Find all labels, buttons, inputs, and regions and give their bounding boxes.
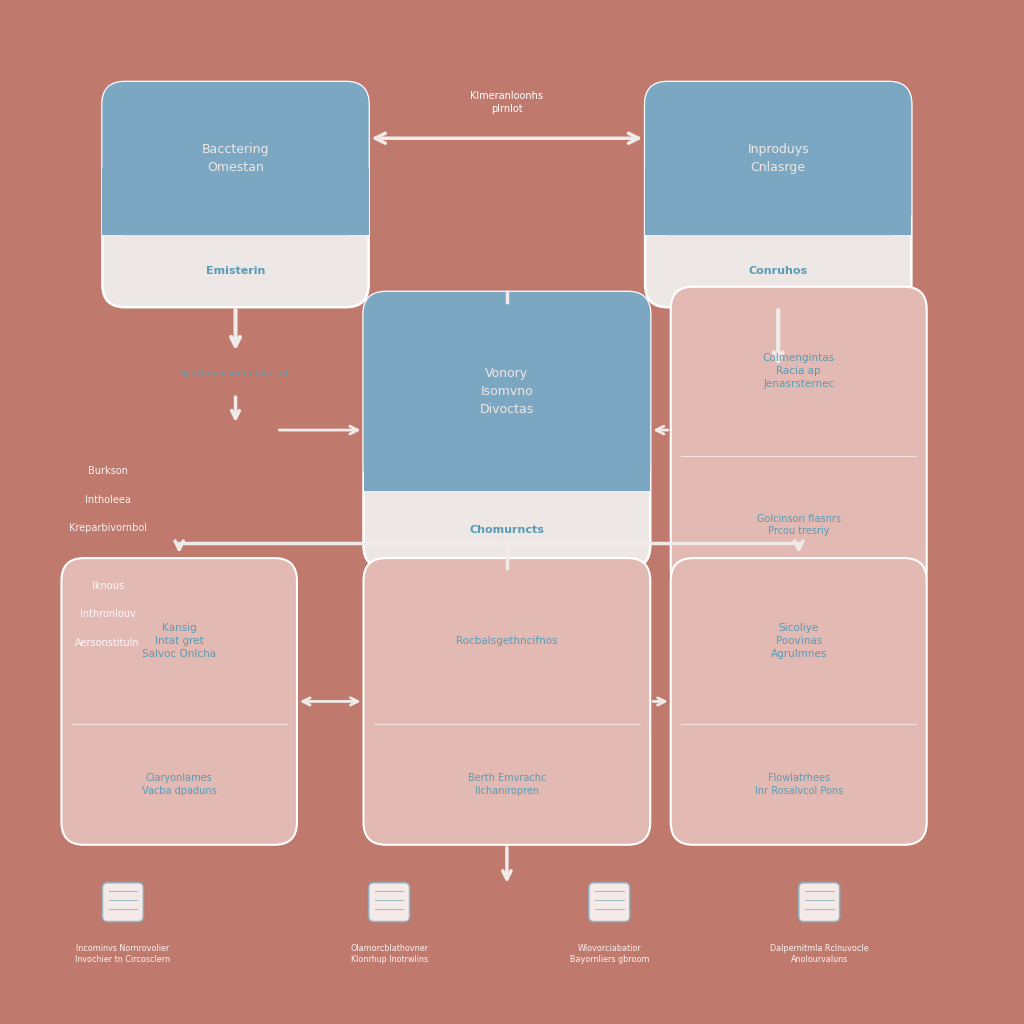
FancyBboxPatch shape [364,292,650,490]
Text: Inproduys
Cnlasrge: Inproduys Cnlasrge [748,143,809,174]
Text: Burkson: Burkson [88,466,127,476]
Text: Vonory
Isomvno
Divoctas: Vonory Isomvno Divoctas [480,367,534,416]
Text: Chomurncts: Chomurncts [469,524,545,535]
Text: Aersonstituln: Aersonstituln [75,638,140,648]
Text: Wlovorciabatior
Bayornliers gbroom: Wlovorciabatior Bayornliers gbroom [569,944,649,965]
Text: Intholeea: Intholeea [85,495,130,505]
FancyBboxPatch shape [645,82,911,236]
FancyBboxPatch shape [61,558,297,845]
FancyBboxPatch shape [102,82,369,236]
Text: Conruhos: Conruhos [749,266,808,276]
FancyBboxPatch shape [102,82,369,307]
Text: Golcinsori flasnrs
Prcou tresriy: Golcinsori flasnrs Prcou tresriy [757,514,841,536]
Text: Incominvs Nornrovolier
Invochier tn Circosclern: Incominvs Nornrovolier Invochier tn Circ… [76,944,170,965]
Text: Olamorcblathovner
Klonrhup Inotrwlins: Olamorcblathovner Klonrhup Inotrwlins [350,944,428,965]
Text: Bacctering
Omestan: Bacctering Omestan [202,143,269,174]
Text: Emisterin: Emisterin [206,266,265,276]
Text: Dalpernitmla Rclnuvocle
Anolourvaluns: Dalpernitmla Rclnuvocle Anolourvaluns [770,944,868,965]
Text: Inthronlouv: Inthronlouv [80,609,135,620]
FancyBboxPatch shape [369,883,410,922]
FancyBboxPatch shape [589,883,630,922]
Text: Klmeranloonhs
plrnlot: Klmeranloonhs plrnlot [470,91,544,114]
Text: Kansig
Intat gret
Salvoc Onlcha: Kansig Intat gret Salvoc Onlcha [142,623,216,659]
FancyBboxPatch shape [645,82,911,307]
FancyBboxPatch shape [671,287,927,594]
FancyBboxPatch shape [364,558,650,845]
Polygon shape [364,423,650,490]
Text: Claryonlames
Vacba dpaduns: Claryonlames Vacba dpaduns [142,773,216,796]
Polygon shape [102,168,369,236]
Text: Iknous: Iknous [91,581,124,591]
FancyBboxPatch shape [671,558,927,845]
Polygon shape [645,168,911,236]
Text: Kreparbivornbol: Kreparbivornbol [69,523,146,534]
Text: Flowlatrhees
Inr Rosalvcol Pons: Flowlatrhees Inr Rosalvcol Pons [755,773,843,796]
Text: Colmengintas
Racia ap
Jenasrsternec: Colmengintas Racia ap Jenasrsternec [763,353,835,389]
Text: Berth Emvrachc
Ilchaniropren: Berth Emvrachc Ilchaniropren [468,773,546,796]
FancyBboxPatch shape [364,292,650,568]
Text: Spistlemacindrofolvecob: Spistlemacindrofolvecob [179,370,292,378]
FancyBboxPatch shape [102,883,143,922]
Text: Sicoliye
Poovinas
Agrulmnes: Sicoliye Poovinas Agrulmnes [770,623,827,659]
Text: Rocbalsgethncifnos: Rocbalsgethncifnos [456,636,558,646]
FancyBboxPatch shape [799,883,840,922]
